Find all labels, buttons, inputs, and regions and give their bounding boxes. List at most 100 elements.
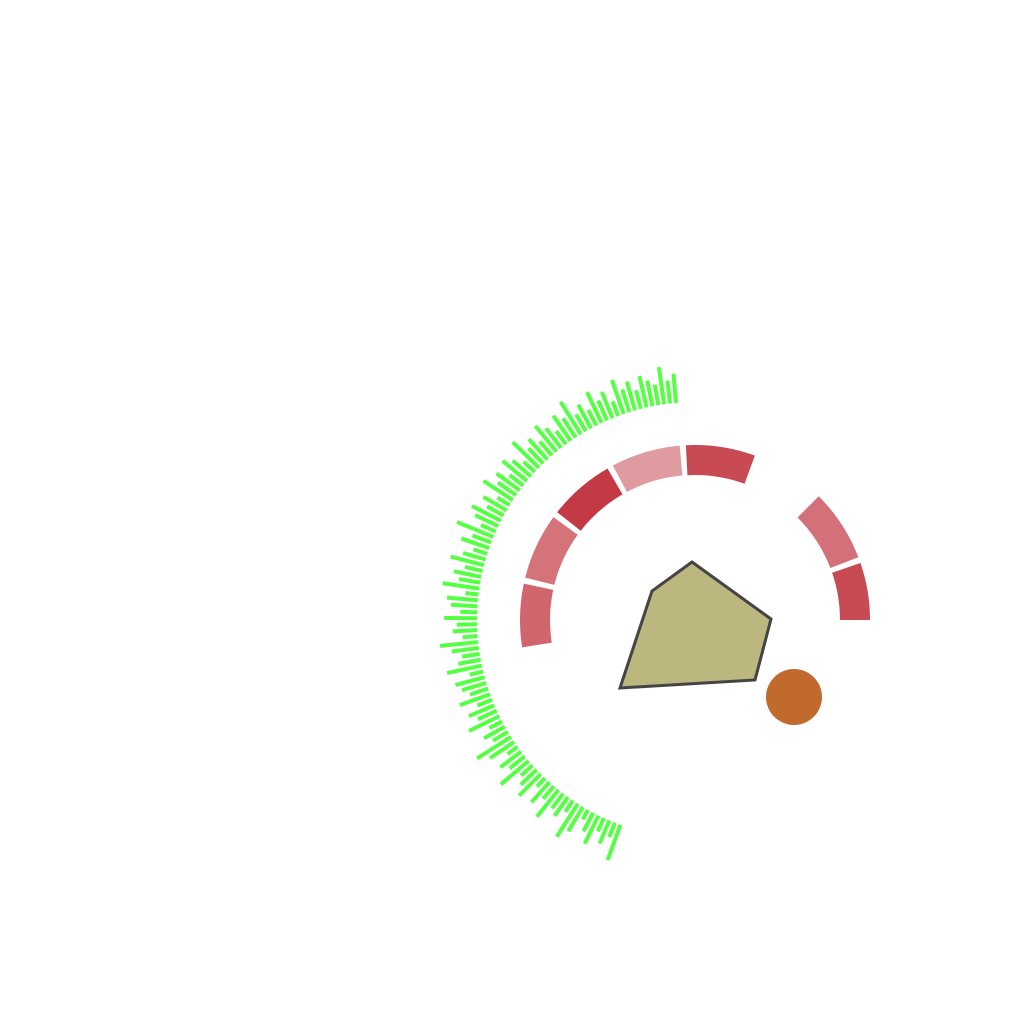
histogram-bar — [465, 590, 479, 597]
center-polygon — [617, 560, 773, 690]
histogram-bar — [671, 373, 678, 404]
histogram-bar — [519, 768, 538, 787]
histogram-bar — [517, 772, 543, 798]
histogram-bar — [468, 714, 501, 733]
arc-segment-4 — [612, 445, 683, 492]
histogram-bar — [620, 388, 632, 413]
histogram-bar — [580, 808, 590, 821]
histogram-bar — [581, 811, 596, 833]
histogram-bar — [468, 703, 496, 718]
histogram-bar — [552, 795, 570, 817]
histogram-bar — [464, 565, 484, 573]
histogram-bar — [482, 479, 514, 502]
arc-segment-5 — [685, 445, 755, 484]
histogram-bar — [535, 776, 547, 788]
histogram-bar — [624, 381, 637, 411]
histogram-bar — [582, 814, 601, 845]
histogram-bar — [634, 389, 643, 410]
histogram-bar — [538, 440, 554, 457]
histogram-bar — [461, 651, 480, 659]
histogram-bar — [637, 375, 649, 408]
histogram-bar — [511, 440, 541, 470]
histogram-bar — [522, 460, 537, 474]
histogram-bar — [586, 408, 599, 427]
arc-segment-2 — [525, 517, 578, 585]
histogram-ring — [439, 366, 678, 861]
histogram-bar — [439, 640, 479, 648]
histogram-bar — [533, 424, 559, 453]
histogram-bar — [491, 730, 509, 743]
histogram-bar — [656, 366, 667, 405]
histogram-bar — [610, 379, 626, 415]
histogram-bar — [558, 400, 583, 436]
histogram-bar — [597, 819, 612, 845]
histogram-bar — [555, 802, 580, 838]
histogram-bar — [535, 788, 560, 818]
histogram-bar — [541, 784, 556, 801]
histogram-bar — [450, 602, 478, 609]
histogram-bar — [462, 634, 478, 640]
histogram-bar — [554, 429, 568, 446]
histogram-bar — [607, 822, 617, 838]
arc-segment-7 — [832, 563, 871, 620]
histogram-bar — [506, 745, 519, 756]
histogram-bar — [527, 437, 549, 461]
histogram-bar — [496, 480, 518, 497]
histogram-bar — [508, 473, 525, 488]
histogram-bar — [508, 754, 527, 771]
histogram-bar — [496, 496, 511, 507]
histogram-bar — [511, 459, 533, 479]
arc-segment-6 — [797, 496, 859, 569]
histogram-bar — [652, 384, 661, 406]
histogram-bar — [605, 824, 623, 861]
histogram-bar — [477, 708, 498, 722]
histogram-bar — [495, 471, 521, 493]
histogram-bar — [550, 792, 565, 810]
histogram-bar — [563, 799, 575, 813]
histogram-bar — [561, 417, 578, 439]
histogram-bar — [442, 581, 480, 591]
histogram-bar — [599, 391, 615, 419]
histogram-bar — [471, 533, 492, 545]
histogram-bar — [489, 740, 516, 760]
center-dot — [766, 669, 822, 725]
histogram-bar — [551, 414, 573, 443]
histogram-bar — [474, 513, 500, 528]
histogram-bar — [499, 749, 523, 769]
histogram-bar — [665, 380, 673, 404]
histogram-bar — [527, 447, 545, 465]
histogram-bar — [476, 735, 513, 761]
histogram-bar — [476, 697, 493, 708]
histogram-bar — [595, 817, 606, 833]
histogram-bar — [499, 759, 530, 786]
histogram-bar — [482, 495, 508, 513]
histogram-bar — [544, 427, 563, 450]
histogram-bar — [480, 523, 497, 534]
histogram-bar — [610, 400, 620, 417]
histogram-bar — [596, 399, 609, 422]
histogram-bar — [576, 403, 593, 430]
histogram-bar — [452, 628, 478, 634]
histogram-bar — [446, 595, 479, 603]
histogram-bar — [501, 459, 529, 483]
histogram-bar — [469, 669, 484, 677]
arc-segment-3 — [557, 468, 623, 531]
histogram-bar — [450, 554, 485, 568]
histogram-bar — [460, 536, 490, 551]
histogram-bar — [446, 663, 483, 675]
histogram-bar — [574, 413, 588, 433]
histogram-bar — [471, 504, 502, 523]
histogram-bar — [458, 577, 481, 585]
histogram-bar — [585, 391, 604, 424]
histogram-bar — [645, 380, 655, 407]
histogram-bar — [486, 504, 505, 518]
histogram-bar — [458, 657, 482, 666]
histogram-bar — [519, 763, 534, 778]
histogram-bar — [461, 680, 487, 693]
histogram-bar — [469, 686, 489, 697]
segment-ring — [520, 445, 871, 648]
histogram-bar — [454, 675, 486, 688]
histogram-bar — [453, 569, 482, 579]
